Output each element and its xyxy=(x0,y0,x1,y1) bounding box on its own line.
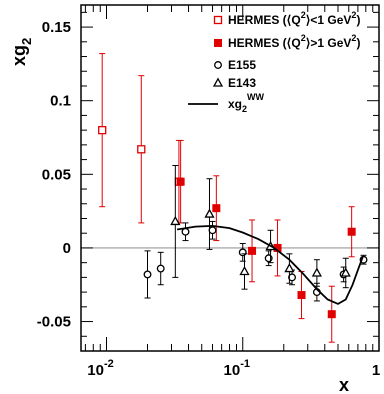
x-axis-title: x xyxy=(339,375,349,394)
legend-text: E155 xyxy=(228,58,256,72)
data-point-open-circle xyxy=(143,270,152,279)
legend: HERMES (⟨Q2⟩<1 GeV2)HERMES (⟨Q2⟩>1 GeV2)… xyxy=(188,10,360,114)
y-axis-title-subscript: 2 xyxy=(19,38,34,45)
series-e155 xyxy=(143,220,368,302)
legend-text: ⟩<1 GeV xyxy=(306,13,352,27)
y-tick-label: -0.05 xyxy=(37,314,71,331)
data-point-open-square xyxy=(98,125,107,135)
ww-curve xyxy=(176,224,364,305)
data-point-filled-square xyxy=(248,246,257,255)
legend-superscript: 2 xyxy=(301,10,306,20)
data-point-open-triangle xyxy=(340,267,351,277)
legend-label: E155 xyxy=(228,58,256,72)
data-point-open-triangle xyxy=(311,267,322,277)
legend-item-hermes_low: HERMES (⟨Q2⟩<1 GeV2) xyxy=(213,10,360,27)
y-tick-label: 0.05 xyxy=(42,166,71,183)
y-tick-label: 0.15 xyxy=(42,19,71,36)
legend-label: xg2WW xyxy=(228,92,265,114)
series-hermes_high xyxy=(176,139,356,343)
data-point-open-square xyxy=(137,145,146,154)
legend-item-ww: xg2WW xyxy=(188,92,265,114)
legend-superscript: WW xyxy=(247,92,264,102)
data-point-open-triangle xyxy=(212,77,224,87)
data-point-open-circle xyxy=(238,248,247,257)
x-tick-label: 1 xyxy=(372,362,380,379)
series-hermes_low xyxy=(98,53,184,224)
data-point-open-triangle xyxy=(284,263,295,273)
legend-text: xg xyxy=(228,97,242,111)
legend-label: HERMES (⟨Q2⟩>1 GeV2) xyxy=(228,33,360,50)
data-point-open-triangle xyxy=(204,208,215,218)
x-tick-exponent: -1 xyxy=(240,358,250,370)
legend-superscript: 2 xyxy=(301,33,306,43)
legend-superscript: 2 xyxy=(351,10,356,20)
data-point-filled-square xyxy=(297,291,306,300)
legend-text: ) xyxy=(356,36,360,50)
data-point-filled-square xyxy=(214,39,222,47)
y-tick-label: 0.1 xyxy=(50,93,71,110)
x-tick-label: 10-1 xyxy=(224,358,250,379)
legend-text: E143 xyxy=(228,76,256,90)
legend-text: ⟩>1 GeV xyxy=(306,36,352,50)
x-tick-label: 10-2 xyxy=(87,358,113,379)
data-point-open-circle xyxy=(214,61,222,69)
x-tick-base: 1 xyxy=(372,362,380,379)
legend-label: E143 xyxy=(228,76,256,90)
x-tick-base: 10 xyxy=(224,362,241,379)
legend-text: ) xyxy=(356,13,360,27)
legend-item-hermes_high: HERMES (⟨Q2⟩>1 GeV2) xyxy=(214,33,360,50)
data-layer xyxy=(98,53,368,343)
data-point-filled-square xyxy=(347,227,356,236)
data-point-open-circle xyxy=(288,273,296,282)
data-point-open-circle xyxy=(156,264,165,273)
plot-frame-layer xyxy=(80,4,380,352)
legend-item-e155: E155 xyxy=(214,58,256,72)
data-point-filled-square xyxy=(327,310,336,319)
series-ww xyxy=(176,224,364,305)
y-tick-label: 0 xyxy=(63,240,71,257)
data-point-open-circle xyxy=(208,226,217,235)
plot-frame xyxy=(80,4,380,352)
data-point-open-triangle xyxy=(239,265,250,276)
legend-text: HERMES (⟨Q xyxy=(228,13,301,27)
data-point-filled-square xyxy=(176,177,185,186)
legend-text: HERMES (⟨Q xyxy=(228,36,301,50)
x-tick-base: 10 xyxy=(87,362,104,379)
x-tick-exponent: -2 xyxy=(104,358,114,370)
legend-item-e143: E143 xyxy=(212,76,256,90)
legend-subscript: 2 xyxy=(242,104,247,114)
legend-label: HERMES (⟨Q2⟩<1 GeV2) xyxy=(228,10,360,27)
data-point-open-triangle xyxy=(170,215,181,226)
data-point-filled-square xyxy=(212,204,221,213)
y-axis-title-base: xg xyxy=(9,45,29,66)
y-axis-title: xg2 xyxy=(9,38,34,66)
data-point-open-square xyxy=(213,15,223,25)
legend-superscript: 2 xyxy=(351,33,356,43)
